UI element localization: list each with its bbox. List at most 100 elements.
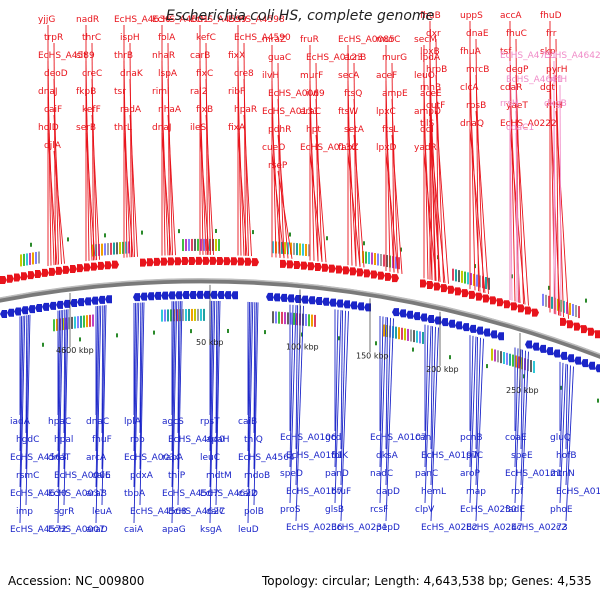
cog-bar-reverse	[290, 312, 292, 325]
forward-gene-label: EcHS_A4590	[234, 33, 291, 43]
cog-bar-reverse	[272, 311, 274, 324]
reverse-gene-label: map	[466, 487, 486, 497]
forward-gene-label: guaC	[268, 53, 291, 63]
reverse-gene-label: pdxA	[130, 471, 154, 481]
cog-bar-reverse	[188, 308, 190, 321]
reverse-gene-label: mtnN	[550, 469, 575, 479]
cog-bar-forward	[470, 273, 472, 286]
cog-bar-reverse	[305, 313, 307, 326]
reverse-gene-arrow	[329, 298, 336, 307]
reverse-gene-arrow	[308, 296, 315, 305]
cog-bar-forward	[281, 241, 283, 254]
forward-gene-leader-line	[129, 78, 135, 257]
feature-mark	[252, 230, 254, 235]
reverse-gene-arrow	[98, 295, 105, 304]
reverse-gene-label: dksA	[376, 451, 399, 461]
reverse-gene-arrow	[56, 300, 63, 309]
forward-gene-arrow	[469, 290, 476, 299]
cog-bar-forward	[272, 241, 274, 254]
reverse-gene-arrow	[63, 299, 70, 308]
forward-gene-label: fhuC	[506, 29, 527, 39]
reverse-gene-arrow	[406, 310, 413, 319]
feature-mark	[338, 336, 340, 341]
forward-gene-label: EcHS_A4636	[114, 15, 171, 25]
reverse-gene-leader-line	[177, 301, 180, 434]
reverse-gene-label: gcd	[325, 433, 341, 443]
reverse-gene-label: thiP	[168, 471, 186, 481]
forward-gene-label: acnB	[344, 53, 366, 63]
cog-bar-reverse	[92, 314, 94, 327]
forward-gene-label: frr	[546, 29, 557, 39]
cog-bar-forward	[188, 238, 190, 251]
reverse-gene-leader-line	[25, 314, 31, 506]
cog-bar-forward	[398, 257, 400, 270]
forward-gene-leader-line	[385, 152, 399, 274]
reverse-gene-arrow	[567, 354, 574, 363]
forward-gene-label: EcHS_A0123	[306, 53, 363, 63]
cog-bar-reverse	[416, 330, 418, 343]
reverse-gene-label: apaH	[206, 435, 230, 445]
forward-gene-arrow	[581, 325, 588, 334]
forward-gene-arrow	[287, 260, 294, 269]
reverse-gene-arrow	[273, 293, 280, 302]
reverse-gene-label: tbpA	[124, 489, 146, 499]
forward-gene-label: thrL	[114, 123, 132, 133]
reverse-gene-label: glsB	[325, 505, 344, 515]
reverse-gene-arrow	[427, 315, 434, 324]
forward-gene-label: clcA	[460, 83, 479, 93]
forward-gene-leader-line	[277, 134, 289, 259]
forward-gene-leader-line	[277, 170, 293, 259]
forward-gene-label: dnaK	[120, 69, 144, 79]
forward-gene-label: fhuD	[540, 11, 562, 21]
forward-gene-label: lpxD	[376, 143, 397, 153]
cog-bar-forward	[215, 238, 217, 251]
reverse-gene-leader-line	[430, 326, 433, 450]
cog-bar-forward	[365, 251, 367, 264]
feature-mark	[474, 264, 476, 269]
forward-gene-arrow	[224, 257, 231, 266]
reverse-gene-leader-line	[171, 301, 178, 524]
feature-mark	[42, 342, 44, 347]
reverse-gene-label: aroP	[460, 469, 481, 479]
cog-bar-reverse	[506, 352, 508, 365]
cog-bar-reverse	[509, 353, 511, 366]
reverse-gene-arrow	[539, 344, 546, 353]
rna-gene-label: rrfH	[550, 75, 567, 85]
cog-bar-reverse	[530, 360, 532, 373]
cog-bar-forward	[284, 242, 286, 255]
forward-gene-arrow	[21, 272, 28, 281]
cog-bar-forward	[371, 252, 373, 265]
reverse-gene-arrow	[574, 356, 581, 365]
reverse-gene-leader-line	[171, 301, 176, 488]
forward-gene-arrow	[336, 265, 343, 274]
forward-gene-leader-line	[391, 62, 395, 273]
reverse-gene-leader-line	[19, 316, 23, 452]
reverse-gene-label: fadE	[505, 505, 525, 515]
cog-bar-forward	[566, 301, 568, 314]
reverse-gene-leader-line	[209, 300, 213, 452]
feature-mark	[486, 364, 488, 369]
forward-gene-label: tsf	[500, 47, 512, 57]
forward-gene-arrow	[70, 265, 77, 274]
reverse-gene-label: EcHS_A0034	[124, 453, 181, 463]
forward-gene-arrow	[231, 257, 238, 266]
feature-mark	[141, 230, 143, 235]
feature-mark	[67, 237, 69, 242]
reverse-gene-label: caiD	[238, 489, 258, 499]
forward-gene-label: kefF	[82, 105, 101, 115]
cog-bar-forward	[116, 242, 118, 255]
reverse-gene-label: rof	[511, 487, 524, 497]
forward-gene-label: fabZ	[338, 143, 359, 153]
reverse-gene-arrow	[168, 291, 175, 300]
forward-gene-label: setA	[344, 125, 365, 135]
forward-gene-arrow	[203, 256, 210, 265]
forward-gene-arrow	[294, 260, 301, 269]
reverse-gene-label: EcHS_A0106	[280, 433, 337, 443]
reverse-gene-leader-line	[25, 315, 28, 434]
reverse-gene-leader-line	[57, 309, 64, 524]
reverse-gene-label: agcS	[162, 417, 184, 427]
reverse-gene-label: rapA	[162, 453, 184, 463]
forward-gene-arrow	[7, 274, 14, 283]
reverse-gene-arrow	[147, 292, 154, 301]
cog-bar-forward	[122, 241, 124, 254]
